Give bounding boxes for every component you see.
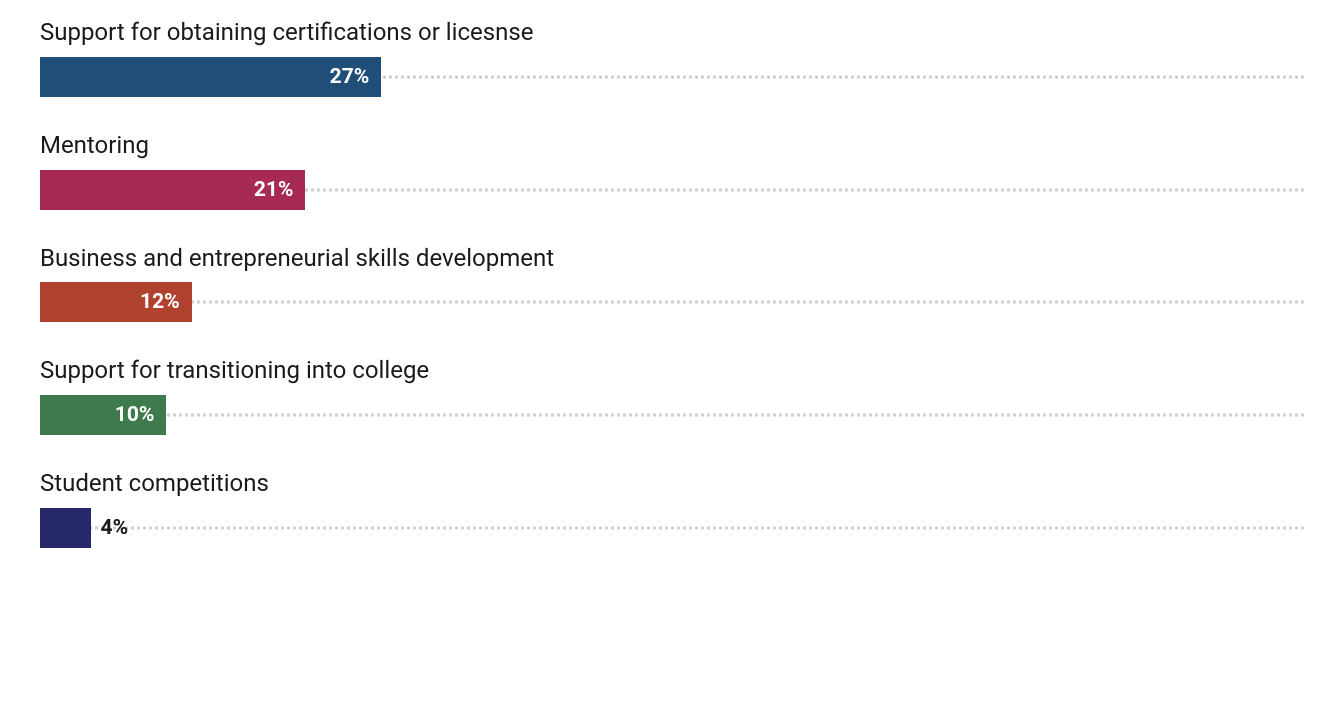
bar-value: 27% [330, 65, 370, 89]
bar-label: Support for obtaining certifications or … [40, 18, 1304, 47]
bar-row: Support for obtaining certifications or … [40, 18, 1304, 97]
bar-value: 12% [140, 290, 180, 314]
dotted-guide [40, 414, 1304, 417]
bar: 27% [40, 57, 381, 97]
bar-track: 12% [40, 282, 1304, 322]
bar-value: 4% [91, 508, 129, 548]
bar [40, 508, 91, 548]
bar-track: 21% [40, 170, 1304, 210]
bar-row: Business and entrepreneurial skills deve… [40, 244, 1304, 323]
bar-row: Student competitions 4% [40, 469, 1304, 548]
bar-label: Mentoring [40, 131, 1304, 160]
bar-label: Business and entrepreneurial skills deve… [40, 244, 1304, 273]
bar-label: Support for transitioning into college [40, 356, 1304, 385]
bar-track: 10% [40, 395, 1304, 435]
horizontal-bar-chart: Support for obtaining certifications or … [40, 18, 1304, 548]
bar-track: 4% [40, 508, 1304, 548]
bar: 12% [40, 282, 192, 322]
bar-label: Student competitions [40, 469, 1304, 498]
bar: 10% [40, 395, 166, 435]
bar-value: 21% [254, 178, 294, 202]
bar-row: Support for transitioning into college 10… [40, 356, 1304, 435]
bar: 21% [40, 170, 305, 210]
dotted-guide [40, 301, 1304, 304]
dotted-guide [40, 526, 1304, 529]
bar-row: Mentoring 21% [40, 131, 1304, 210]
bar-track: 27% [40, 57, 1304, 97]
bar-value: 10% [115, 403, 155, 427]
